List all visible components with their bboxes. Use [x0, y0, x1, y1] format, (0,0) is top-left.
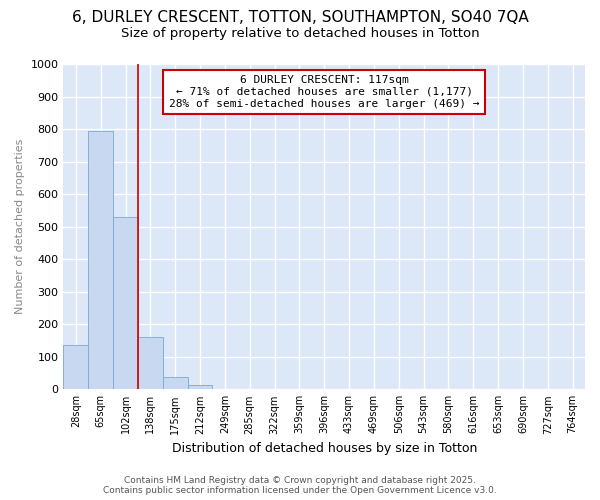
- Bar: [113, 217, 138, 390]
- Bar: [64, 346, 88, 390]
- Bar: [163, 377, 188, 390]
- Bar: [188, 386, 212, 390]
- Y-axis label: Number of detached properties: Number of detached properties: [15, 139, 25, 314]
- Text: 6, DURLEY CRESCENT, TOTTON, SOUTHAMPTON, SO40 7QA: 6, DURLEY CRESCENT, TOTTON, SOUTHAMPTON,…: [71, 10, 529, 25]
- Text: 6 DURLEY CRESCENT: 117sqm
← 71% of detached houses are smaller (1,177)
28% of se: 6 DURLEY CRESCENT: 117sqm ← 71% of detac…: [169, 76, 479, 108]
- Text: Contains HM Land Registry data © Crown copyright and database right 2025.
Contai: Contains HM Land Registry data © Crown c…: [103, 476, 497, 495]
- X-axis label: Distribution of detached houses by size in Totton: Distribution of detached houses by size …: [172, 442, 477, 455]
- Text: Size of property relative to detached houses in Totton: Size of property relative to detached ho…: [121, 28, 479, 40]
- Bar: [88, 130, 113, 390]
- Bar: [138, 336, 163, 390]
